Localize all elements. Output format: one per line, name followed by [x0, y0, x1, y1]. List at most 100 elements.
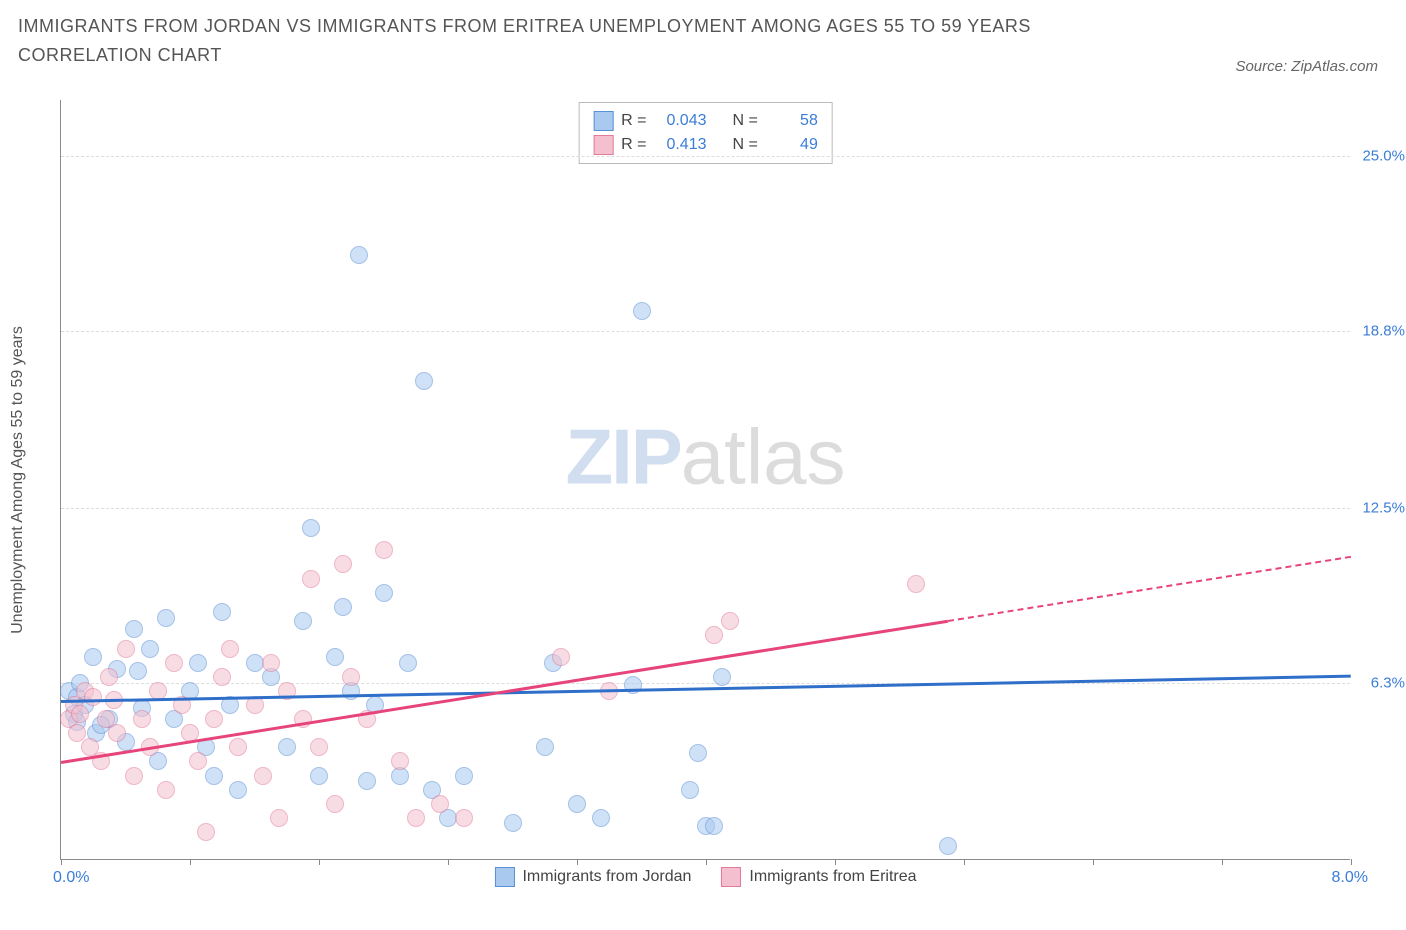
- stats-legend: R = 0.043 N = 58 R = 0.413 N = 49: [578, 102, 833, 164]
- data-point-jordan: [681, 781, 699, 799]
- x-tick: [577, 859, 578, 865]
- data-point-jordan: [375, 584, 393, 602]
- watermark-zip: ZIP: [565, 412, 680, 500]
- y-tick-label: 25.0%: [1362, 148, 1405, 165]
- r-value-eritrea: 0.413: [655, 136, 707, 154]
- data-point-eritrea: [407, 809, 425, 827]
- data-point-jordan: [633, 302, 651, 320]
- data-point-jordan: [213, 603, 231, 621]
- data-point-jordan: [310, 767, 328, 785]
- data-point-eritrea: [455, 809, 473, 827]
- x-tick: [1351, 859, 1352, 865]
- data-point-jordan: [141, 640, 159, 658]
- data-point-eritrea: [721, 612, 739, 630]
- data-point-eritrea: [391, 752, 409, 770]
- y-tick-label: 18.8%: [1362, 322, 1405, 339]
- data-point-jordan: [294, 612, 312, 630]
- chart-title: IMMIGRANTS FROM JORDAN VS IMMIGRANTS FRO…: [18, 12, 1118, 70]
- data-point-eritrea: [334, 555, 352, 573]
- data-point-jordan: [504, 814, 522, 832]
- data-point-jordan: [415, 372, 433, 390]
- data-point-eritrea: [108, 724, 126, 742]
- stats-row-jordan: R = 0.043 N = 58: [593, 109, 818, 133]
- swatch-jordan: [494, 867, 514, 887]
- data-point-jordan: [84, 648, 102, 666]
- data-point-jordan: [129, 662, 147, 680]
- trend-line: [61, 674, 1351, 702]
- x-min-label: 0.0%: [53, 869, 89, 887]
- data-point-jordan: [568, 795, 586, 813]
- x-tick: [1222, 859, 1223, 865]
- data-point-eritrea: [246, 696, 264, 714]
- data-point-eritrea: [205, 710, 223, 728]
- data-point-eritrea: [310, 738, 328, 756]
- x-tick: [61, 859, 62, 865]
- data-point-jordan: [157, 609, 175, 627]
- data-point-jordan: [358, 772, 376, 790]
- data-point-eritrea: [431, 795, 449, 813]
- data-point-jordan: [229, 781, 247, 799]
- x-tick: [835, 859, 836, 865]
- data-point-jordan: [705, 817, 723, 835]
- data-point-eritrea: [229, 738, 247, 756]
- data-point-eritrea: [197, 823, 215, 841]
- x-tick: [448, 859, 449, 865]
- r-value-jordan: 0.043: [655, 112, 707, 130]
- data-point-eritrea: [552, 648, 570, 666]
- swatch-jordan: [593, 111, 613, 131]
- data-point-jordan: [326, 648, 344, 666]
- data-point-jordan: [624, 676, 642, 694]
- data-point-jordan: [125, 620, 143, 638]
- data-point-eritrea: [375, 541, 393, 559]
- data-point-eritrea: [71, 705, 89, 723]
- data-point-eritrea: [326, 795, 344, 813]
- data-point-jordan: [189, 654, 207, 672]
- data-point-eritrea: [117, 640, 135, 658]
- data-point-eritrea: [302, 570, 320, 588]
- series-legend: Immigrants from Jordan Immigrants from E…: [494, 867, 916, 887]
- legend-item-jordan: Immigrants from Jordan: [494, 867, 691, 887]
- legend-label-eritrea: Immigrants from Eritrea: [749, 868, 916, 886]
- watermark: ZIPatlas: [565, 411, 845, 502]
- watermark-atlas: atlas: [681, 412, 846, 500]
- data-point-eritrea: [125, 767, 143, 785]
- n-label: N =: [733, 136, 758, 154]
- data-point-eritrea: [189, 752, 207, 770]
- data-point-eritrea: [213, 668, 231, 686]
- data-point-eritrea: [221, 640, 239, 658]
- data-point-jordan: [592, 809, 610, 827]
- data-point-jordan: [455, 767, 473, 785]
- data-point-jordan: [350, 246, 368, 264]
- data-point-eritrea: [270, 809, 288, 827]
- x-max-label: 8.0%: [1332, 869, 1368, 887]
- data-point-jordan: [689, 744, 707, 762]
- source-attribution: Source: ZipAtlas.com: [1235, 58, 1378, 75]
- y-tick-label: 12.5%: [1362, 500, 1405, 517]
- swatch-eritrea: [721, 867, 741, 887]
- data-point-eritrea: [705, 626, 723, 644]
- data-point-eritrea: [342, 668, 360, 686]
- data-point-eritrea: [84, 688, 102, 706]
- n-value-jordan: 58: [766, 112, 818, 130]
- trend-line: [948, 556, 1351, 622]
- r-label: R =: [621, 112, 646, 130]
- data-point-jordan: [334, 598, 352, 616]
- x-tick: [319, 859, 320, 865]
- legend-label-jordan: Immigrants from Jordan: [522, 868, 691, 886]
- y-axis-title: Unemployment Among Ages 55 to 59 years: [9, 326, 27, 634]
- x-tick: [964, 859, 965, 865]
- data-point-jordan: [205, 767, 223, 785]
- x-tick: [706, 859, 707, 865]
- plot-region: ZIPatlas R = 0.043 N = 58 R = 0.413 N = …: [60, 100, 1350, 860]
- gridline: [61, 683, 1350, 684]
- data-point-jordan: [278, 738, 296, 756]
- r-label: R =: [621, 136, 646, 154]
- data-point-eritrea: [262, 654, 280, 672]
- legend-item-eritrea: Immigrants from Eritrea: [721, 867, 916, 887]
- data-point-jordan: [939, 837, 957, 855]
- stats-row-eritrea: R = 0.413 N = 49: [593, 133, 818, 157]
- x-tick: [1093, 859, 1094, 865]
- data-point-eritrea: [157, 781, 175, 799]
- data-point-eritrea: [254, 767, 272, 785]
- swatch-eritrea: [593, 135, 613, 155]
